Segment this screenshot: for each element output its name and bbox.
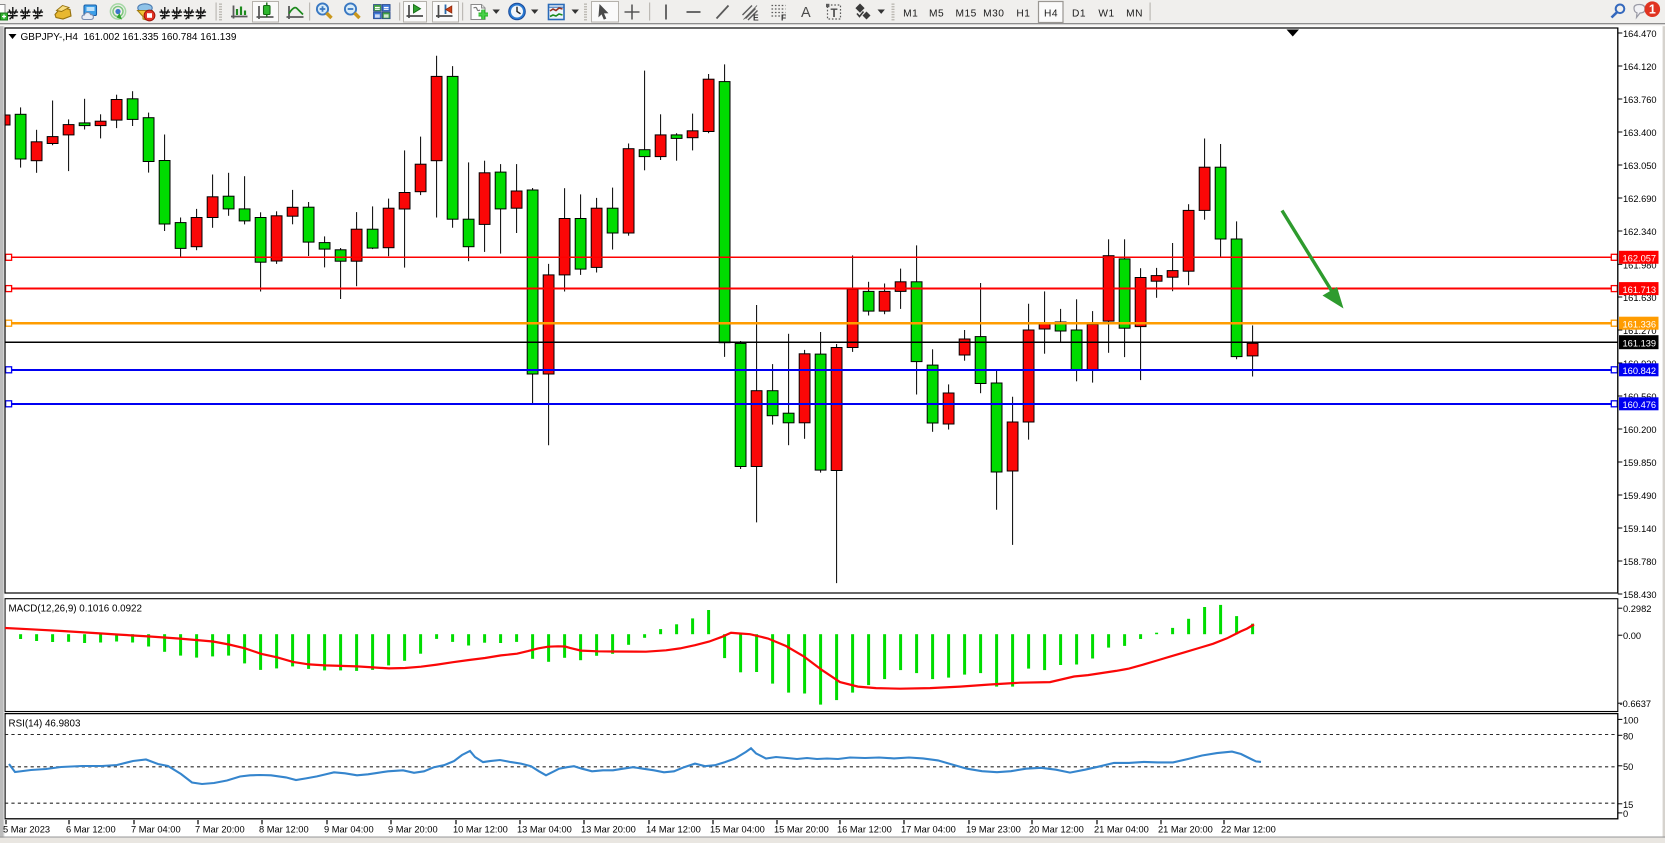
svg-text:GBPJPY-,H4 161.002 161.335 16: GBPJPY-,H4 161.002 161.335 160.784 161.1… xyxy=(21,32,237,43)
svg-text:-0.6637: -0.6637 xyxy=(1620,699,1652,709)
svg-text:7 Mar 20:00: 7 Mar 20:00 xyxy=(195,825,245,835)
svg-text:163.760: 163.760 xyxy=(1623,95,1657,105)
svg-text:F: F xyxy=(781,13,786,23)
svg-text:13 Mar 04:00: 13 Mar 04:00 xyxy=(517,825,572,835)
svg-text:0.00: 0.00 xyxy=(1623,631,1641,641)
svg-text:162.057: 162.057 xyxy=(1623,254,1657,264)
svg-text:T: T xyxy=(831,8,838,20)
svg-text:163.400: 163.400 xyxy=(1623,128,1657,138)
svg-text:159.850: 159.850 xyxy=(1623,458,1657,468)
svg-text:158.430: 158.430 xyxy=(1623,590,1657,600)
svg-text:162.690: 162.690 xyxy=(1623,194,1657,204)
svg-text:D1: D1 xyxy=(1072,9,1086,20)
svg-text:E: E xyxy=(753,13,759,23)
svg-text:9 Mar 20:00: 9 Mar 20:00 xyxy=(388,825,438,835)
svg-text:158.780: 158.780 xyxy=(1623,557,1657,567)
svg-text:M1: M1 xyxy=(903,9,918,20)
svg-text:13 Mar 20:00: 13 Mar 20:00 xyxy=(581,825,636,835)
svg-text:80: 80 xyxy=(1623,731,1633,741)
svg-text:21 Mar 20:00: 21 Mar 20:00 xyxy=(1158,825,1213,835)
svg-text:H1: H1 xyxy=(1016,9,1030,20)
svg-text:M5: M5 xyxy=(929,9,944,20)
svg-text:16 Mar 12:00: 16 Mar 12:00 xyxy=(837,825,892,835)
svg-text:1: 1 xyxy=(1649,3,1656,17)
svg-text:9 Mar 04:00: 9 Mar 04:00 xyxy=(324,825,374,835)
svg-text:5 Mar 2023: 5 Mar 2023 xyxy=(3,825,50,835)
svg-text:20 Mar 12:00: 20 Mar 12:00 xyxy=(1029,825,1084,835)
svg-text:160.560: 160.560 xyxy=(1623,392,1657,402)
svg-text:MACD(12,26,9) 0.1016 0.0922: MACD(12,26,9) 0.1016 0.0922 xyxy=(9,604,142,615)
svg-text:10 Mar 12:00: 10 Mar 12:00 xyxy=(453,825,508,835)
svg-text:21 Mar 04:00: 21 Mar 04:00 xyxy=(1094,825,1149,835)
svg-text:159.140: 159.140 xyxy=(1623,524,1657,534)
svg-text:W1: W1 xyxy=(1098,9,1114,20)
svg-text:161.270: 161.270 xyxy=(1623,326,1657,336)
svg-text:14 Mar 12:00: 14 Mar 12:00 xyxy=(646,825,701,835)
svg-text:15: 15 xyxy=(1623,800,1633,810)
svg-text:6 Mar 12:00: 6 Mar 12:00 xyxy=(66,825,116,835)
svg-text:161.713: 161.713 xyxy=(1623,285,1657,295)
svg-text:22 Mar 12:00: 22 Mar 12:00 xyxy=(1221,825,1276,835)
svg-text:163.050: 163.050 xyxy=(1623,161,1657,171)
svg-text:160.476: 160.476 xyxy=(1623,400,1657,410)
svg-text:160.200: 160.200 xyxy=(1623,425,1657,435)
svg-text:160.842: 160.842 xyxy=(1623,366,1657,376)
svg-text:M30: M30 xyxy=(983,9,1004,20)
svg-text:0.2982: 0.2982 xyxy=(1623,604,1651,614)
svg-text:M15: M15 xyxy=(956,9,977,20)
svg-text:0: 0 xyxy=(1623,809,1628,819)
svg-text:7 Mar 04:00: 7 Mar 04:00 xyxy=(131,825,181,835)
svg-text:164.120: 164.120 xyxy=(1623,62,1657,72)
svg-text:164.470: 164.470 xyxy=(1623,29,1657,39)
svg-text:15 Mar 20:00: 15 Mar 20:00 xyxy=(774,825,829,835)
svg-text:161.980: 161.980 xyxy=(1623,260,1657,270)
svg-text:A: A xyxy=(801,5,811,21)
svg-text:15 Mar 04:00: 15 Mar 04:00 xyxy=(710,825,765,835)
svg-text:161.630: 161.630 xyxy=(1623,293,1657,303)
svg-text:H4: H4 xyxy=(1044,9,1058,20)
svg-text:19 Mar 23:00: 19 Mar 23:00 xyxy=(966,825,1021,835)
svg-text:162.340: 162.340 xyxy=(1623,227,1657,237)
svg-text:MN: MN xyxy=(1126,9,1143,20)
svg-text:100: 100 xyxy=(1623,715,1639,725)
svg-text:17 Mar 04:00: 17 Mar 04:00 xyxy=(901,825,956,835)
svg-text:161.336: 161.336 xyxy=(1623,319,1657,329)
svg-text:159.490: 159.490 xyxy=(1623,491,1657,501)
svg-text:8 Mar 12:00: 8 Mar 12:00 xyxy=(259,825,309,835)
svg-text:50: 50 xyxy=(1623,762,1633,772)
svg-text:161.139: 161.139 xyxy=(1623,338,1657,348)
svg-text:RSI(14) 46.9803: RSI(14) 46.9803 xyxy=(9,719,81,730)
